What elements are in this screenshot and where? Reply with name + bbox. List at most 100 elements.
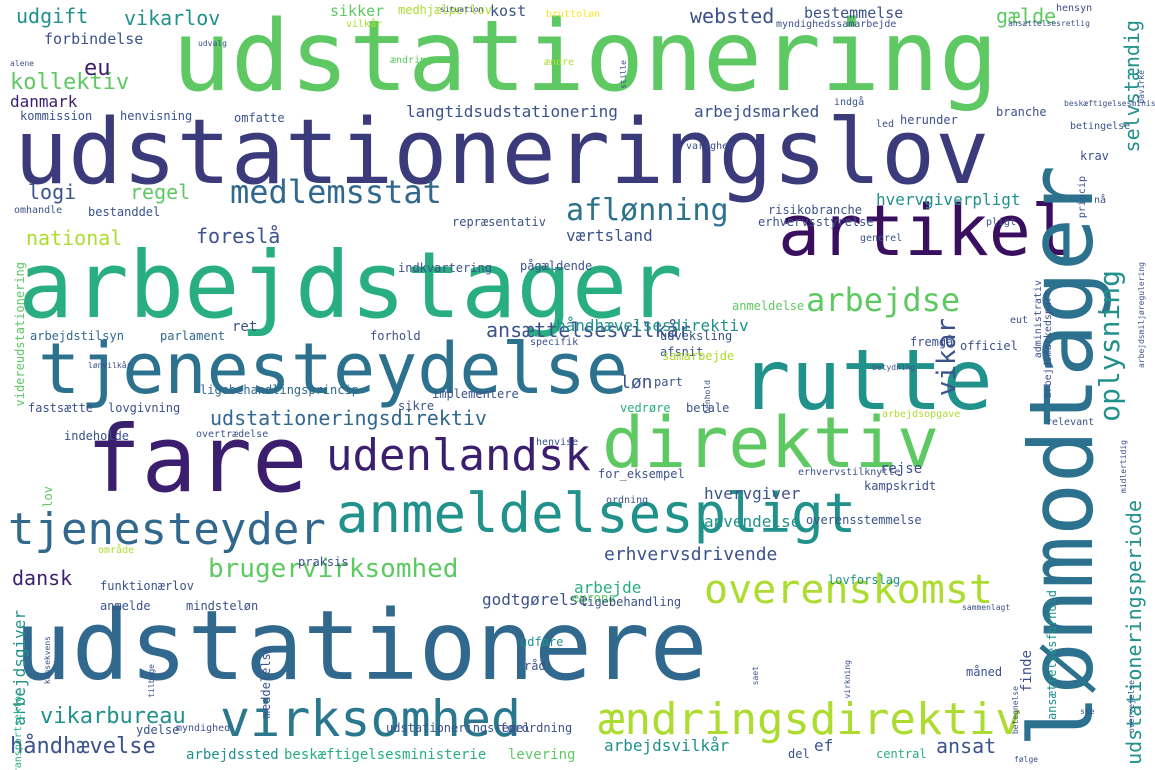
word: overtrædelse: [196, 429, 269, 440]
word: specifik: [530, 337, 579, 348]
word: følge: [1014, 755, 1039, 764]
word: sammenlagt: [962, 603, 1011, 612]
word: arbejdsopgave: [882, 409, 961, 420]
word: praksis: [298, 555, 349, 569]
word: arbejdse: [806, 281, 961, 319]
word: værtsland: [566, 226, 653, 245]
word: arbejdsmarkedspart: [1043, 290, 1054, 399]
word: erhvervstilknytte: [798, 467, 901, 478]
word: arbejdstilsyn: [30, 329, 124, 343]
word: ef: [814, 736, 834, 755]
word: sikre: [398, 399, 435, 413]
word: finde: [1019, 650, 1035, 693]
word: udvalg: [198, 39, 227, 48]
word: udstationeringsdirektiv: [210, 406, 487, 430]
word: overensstemmelse: [806, 513, 922, 527]
word: vikar: [932, 318, 962, 397]
word: ansættelsesvilkår: [486, 318, 691, 342]
word: ændringsdirektiv: [598, 694, 1022, 745]
word: videreudstationering: [13, 262, 27, 407]
word: pligt: [986, 217, 1017, 228]
word: indgå: [834, 97, 865, 108]
word: risikobranche: [768, 203, 862, 217]
word: eu: [84, 56, 111, 81]
word: kost: [490, 2, 527, 20]
word: vejtransportsektor: [13, 690, 24, 770]
word: anvendelse: [704, 512, 801, 531]
word: påvirke: [1137, 70, 1146, 104]
word: hvervgiverpligt: [876, 190, 1021, 209]
word: område: [98, 545, 135, 556]
word: arbejdsmarked: [694, 102, 820, 121]
word: national: [26, 226, 123, 250]
word: aflønning: [566, 193, 729, 228]
word: logi: [28, 180, 77, 204]
word: arbejdsmiljøregulering: [1137, 262, 1146, 368]
word: ske: [1080, 707, 1095, 716]
word: stille: [619, 60, 628, 89]
word: vikarlov: [124, 6, 221, 30]
word: websted: [690, 4, 775, 28]
word: udstationering: [172, 0, 999, 114]
word: rutte: [740, 331, 993, 429]
word: varighed: [686, 141, 735, 152]
word: betegnelse: [1011, 686, 1020, 735]
word: bruttoløn: [546, 9, 601, 20]
word: kommission: [20, 109, 93, 123]
word: udstationeringslov: [14, 100, 990, 205]
word: pågældende: [520, 259, 593, 273]
word: indkvartering: [398, 261, 492, 275]
word: betingelse: [1070, 121, 1131, 132]
word: overvejelse: [1127, 680, 1136, 733]
word: branche: [996, 105, 1047, 119]
word: udstationere: [14, 590, 708, 702]
word: omhandle: [14, 205, 63, 216]
word: myndighed: [176, 723, 231, 734]
word: konsekvens: [43, 636, 52, 685]
word: hvervgiver: [704, 484, 801, 503]
word: princip: [1077, 176, 1088, 219]
word: relevant: [1046, 417, 1095, 428]
word: tilbage: [147, 664, 156, 698]
word: samarbejde: [662, 349, 735, 363]
word: kollektiv: [10, 70, 130, 95]
word: arbejdstager: [18, 232, 683, 339]
word: råd: [524, 659, 546, 673]
word: godtgørelse: [482, 590, 588, 609]
word: meddelelse: [259, 646, 273, 719]
word: arbejdssted: [186, 747, 279, 763]
word: midlertidig: [1119, 440, 1128, 493]
word: fremgå: [910, 335, 954, 349]
word: foreslå: [196, 224, 281, 248]
word: sikker: [330, 2, 385, 20]
word: erhvervsdrivende: [604, 544, 778, 565]
word: anmelde: [100, 599, 151, 613]
word: langtidsudstationering: [406, 102, 618, 121]
word: regel: [130, 180, 191, 204]
word: omfatte: [234, 111, 285, 125]
word: fastsætte: [28, 401, 94, 415]
word: dansk: [12, 566, 73, 590]
word: lov: [41, 486, 55, 508]
word: overenskomst: [704, 567, 993, 613]
word: medlemsstat: [230, 173, 442, 211]
word: betale: [686, 401, 730, 415]
word: funktionærlov: [100, 579, 194, 593]
word: henhold: [703, 380, 712, 414]
word: løn: [620, 372, 653, 393]
word: bestemmelse: [804, 4, 904, 22]
word: virksomhed: [220, 690, 522, 748]
word: fare: [86, 406, 308, 513]
word: betydning: [872, 363, 916, 372]
word: tjenesteydelse: [38, 328, 629, 410]
word: anmeldelse: [732, 299, 805, 313]
word: gælde: [996, 4, 1057, 28]
word: alene: [10, 59, 35, 68]
word: saet: [751, 666, 760, 686]
word: udenlandsk: [326, 430, 591, 481]
word: vilkår: [346, 19, 383, 30]
word: artikel: [778, 190, 1074, 272]
word: led: [876, 119, 895, 130]
word: lovgivning: [108, 401, 181, 415]
